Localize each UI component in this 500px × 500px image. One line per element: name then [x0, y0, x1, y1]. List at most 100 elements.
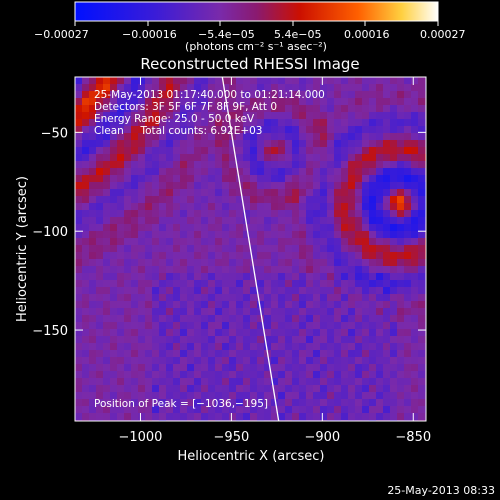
heatmap-cell: [278, 217, 285, 224]
heatmap-cell: [334, 343, 341, 350]
heatmap-cell: [110, 308, 117, 315]
heatmap-cell: [173, 231, 180, 238]
heatmap-cell: [229, 91, 236, 98]
heatmap-cell: [138, 161, 145, 168]
heatmap-cell: [173, 238, 180, 245]
heatmap-cell: [194, 273, 201, 280]
heatmap-cell: [159, 413, 166, 420]
heatmap-cell: [236, 126, 243, 133]
heatmap-cell: [243, 315, 250, 322]
heatmap-cell: [173, 371, 180, 378]
heatmap-cell: [257, 413, 264, 420]
heatmap-cell: [348, 231, 355, 238]
colorbar-units: (photons cm⁻² s⁻¹ asec⁻²): [185, 40, 327, 53]
heatmap-cell: [334, 175, 341, 182]
heatmap-cell: [145, 294, 152, 301]
heatmap-cell: [376, 91, 383, 98]
heatmap-cell: [110, 210, 117, 217]
heatmap-cell: [299, 315, 306, 322]
heatmap-cell: [278, 273, 285, 280]
heatmap-cell: [75, 217, 82, 224]
heatmap-cell: [285, 294, 292, 301]
heatmap-cell: [264, 266, 271, 273]
heatmap-cell: [306, 259, 313, 266]
heatmap-cell: [411, 336, 418, 343]
heatmap-cell: [411, 392, 418, 399]
heatmap-cell: [327, 385, 334, 392]
heatmap-cell: [257, 399, 264, 406]
heatmap-cell: [390, 364, 397, 371]
heatmap-cell: [243, 259, 250, 266]
heatmap-cell: [390, 147, 397, 154]
heatmap-cell: [397, 147, 404, 154]
y-tick-label: −50: [41, 126, 68, 141]
heatmap-cell: [75, 336, 82, 343]
heatmap-cell: [215, 84, 222, 91]
heatmap-cell: [341, 371, 348, 378]
heatmap-cell: [313, 364, 320, 371]
heatmap-cell: [138, 399, 145, 406]
heatmap-cell: [313, 91, 320, 98]
heatmap-cell: [208, 413, 215, 420]
heatmap-cell: [271, 77, 278, 84]
heatmap-cell: [313, 357, 320, 364]
heatmap-cell: [138, 385, 145, 392]
heatmap-cell: [222, 392, 229, 399]
heatmap-cell: [418, 182, 425, 189]
heatmap-cell: [82, 238, 89, 245]
heatmap-cell: [341, 350, 348, 357]
heatmap-cell: [103, 196, 110, 203]
heatmap-cell: [180, 105, 187, 112]
heatmap-cell: [376, 399, 383, 406]
heatmap-cell: [215, 308, 222, 315]
heatmap-cell: [89, 238, 96, 245]
heatmap-cell: [362, 294, 369, 301]
heatmap-cell: [411, 364, 418, 371]
heatmap-cell: [110, 105, 117, 112]
heatmap-cell: [334, 161, 341, 168]
heatmap-cell: [278, 147, 285, 154]
heatmap-cell: [271, 413, 278, 420]
heatmap-cell: [369, 189, 376, 196]
heatmap-cell: [355, 189, 362, 196]
heatmap-cell: [152, 168, 159, 175]
heatmap-cell: [117, 119, 124, 126]
heatmap-cell: [110, 196, 117, 203]
heatmap-cell: [75, 147, 82, 154]
heatmap-cell: [411, 343, 418, 350]
heatmap-cell: [89, 112, 96, 119]
heatmap-cell: [285, 91, 292, 98]
heatmap-cell: [341, 168, 348, 175]
heatmap-cell: [376, 147, 383, 154]
heatmap-cell: [397, 336, 404, 343]
heatmap-cell: [96, 154, 103, 161]
heatmap-cell: [369, 364, 376, 371]
heatmap-cell: [383, 322, 390, 329]
heatmap-cell: [320, 406, 327, 413]
heatmap-cell: [145, 329, 152, 336]
heatmap-cell: [131, 154, 138, 161]
heatmap-cell: [180, 343, 187, 350]
heatmap-cell: [215, 119, 222, 126]
heatmap-cell: [194, 189, 201, 196]
heatmap-cell: [166, 308, 173, 315]
annotation-time: 25-May-2013 01:17:40.000 to 01:21:14.000: [94, 89, 325, 101]
heatmap-cell: [229, 273, 236, 280]
heatmap-cell: [404, 182, 411, 189]
heatmap-cell: [390, 357, 397, 364]
heatmap-cell: [180, 413, 187, 420]
heatmap-cell: [334, 217, 341, 224]
heatmap-cell: [355, 168, 362, 175]
heatmap-cell: [362, 245, 369, 252]
heatmap-cell: [292, 413, 299, 420]
heatmap-cell: [117, 182, 124, 189]
heatmap-cell: [383, 175, 390, 182]
heatmap-cell: [292, 245, 299, 252]
heatmap-cell: [131, 231, 138, 238]
heatmap-cell: [404, 364, 411, 371]
heatmap-cell: [110, 217, 117, 224]
heatmap-cell: [243, 287, 250, 294]
heatmap-cell: [138, 336, 145, 343]
heatmap-cell: [271, 112, 278, 119]
heatmap-cell: [166, 301, 173, 308]
